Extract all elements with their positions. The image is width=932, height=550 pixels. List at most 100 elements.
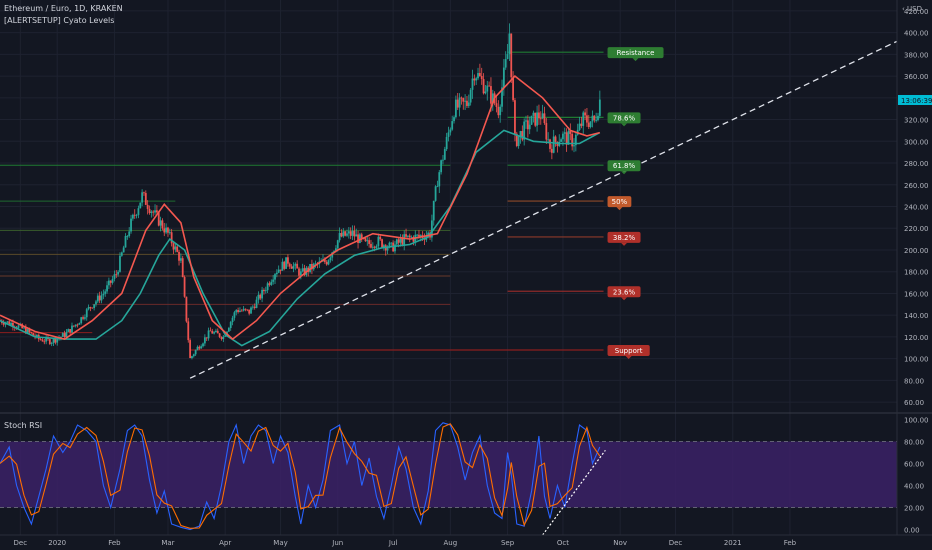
level-label-box <box>607 286 641 298</box>
candle-body <box>525 120 527 122</box>
candle-body <box>589 121 592 127</box>
candle-body <box>571 133 574 147</box>
last-price-time: 13:06:39 <box>901 97 932 105</box>
candle-body <box>562 133 564 140</box>
candle-body <box>412 237 415 242</box>
candle-body <box>126 236 129 237</box>
candle-body <box>257 294 260 300</box>
symbol-title: Ethereum / Euro, 1D, KRAKEN <box>4 4 123 13</box>
candle-body <box>371 246 374 248</box>
candle-body <box>139 202 142 209</box>
candle-body <box>532 112 535 116</box>
candle-body <box>213 332 215 334</box>
candle-body <box>111 278 114 283</box>
rsi-tick-label: 100.00 <box>904 417 929 425</box>
candle-body <box>74 324 77 327</box>
candle-body <box>96 295 99 302</box>
candle-body <box>595 120 598 121</box>
candle-body <box>309 263 311 273</box>
candle-body <box>530 115 533 125</box>
candle-body <box>440 160 443 173</box>
candle-body <box>120 252 123 256</box>
candle-body <box>323 259 326 262</box>
price-tick-label: 220.00 <box>904 225 929 233</box>
candle-body <box>192 354 195 357</box>
candle-body <box>131 214 134 219</box>
candle-body <box>263 289 265 292</box>
price-tick-label: 280.00 <box>904 160 929 168</box>
candle-body <box>98 295 101 301</box>
candle-body <box>586 115 588 123</box>
time-tick-label: Apr <box>219 539 231 547</box>
candle-body <box>290 266 293 269</box>
candle-body <box>541 113 544 119</box>
candle-body <box>130 218 132 232</box>
candle-body <box>168 232 171 234</box>
time-tick-label: Sep <box>501 539 515 547</box>
candle-body <box>591 115 594 122</box>
candle-body <box>543 113 546 124</box>
time-tick-label: Jul <box>388 539 398 547</box>
candle-body <box>526 120 529 130</box>
ma-slow-line <box>0 129 601 347</box>
candle-body <box>536 112 538 126</box>
candle-body <box>287 257 289 264</box>
candle-body <box>395 239 398 245</box>
candle-body <box>438 172 441 187</box>
time-tick-label: Feb <box>108 539 121 547</box>
candle-body <box>386 247 389 251</box>
candle-body <box>373 246 376 248</box>
stoch-rsi-pane <box>0 422 897 536</box>
candle-body <box>406 235 409 237</box>
candle-body <box>8 321 11 325</box>
candle-body <box>355 234 358 237</box>
price-tick-label: 200.00 <box>904 247 929 255</box>
candle-body <box>303 268 306 275</box>
candle-body <box>56 338 59 343</box>
candle-body <box>170 232 173 244</box>
candle-body <box>460 97 463 99</box>
level-label-text: 61.8% <box>613 162 636 170</box>
candle-body <box>165 227 168 233</box>
candle-body <box>122 247 125 253</box>
candle-body <box>85 309 88 318</box>
candle-body <box>215 330 217 333</box>
price-tick-label: 160.00 <box>904 290 929 298</box>
candle-body <box>133 214 136 216</box>
time-tick-label: 2020 <box>48 539 66 547</box>
candle-body <box>528 124 531 130</box>
time-tick-label: Jun <box>331 539 343 547</box>
candle-body <box>277 269 280 273</box>
candle-body <box>78 323 81 325</box>
level-label-box <box>607 344 650 356</box>
candle-body <box>458 97 461 108</box>
time-tick-label: May <box>273 539 287 547</box>
candle-body <box>93 304 96 309</box>
candle-body <box>157 212 160 226</box>
candle-body <box>538 112 540 119</box>
candle-body <box>471 78 474 90</box>
candle-body <box>351 230 354 236</box>
candle-body <box>207 330 210 339</box>
candle-body <box>48 339 51 344</box>
candle-body <box>26 329 29 334</box>
rsi-d-line <box>0 423 601 529</box>
rsi-tick-label: 20.00 <box>904 505 924 513</box>
candle-body <box>227 328 230 332</box>
candle-body <box>598 99 601 116</box>
candle-body <box>279 269 282 271</box>
candle-body <box>87 307 90 310</box>
candle-body <box>137 208 140 215</box>
time-tick-label: Aug <box>444 539 458 547</box>
candle-body <box>514 100 516 134</box>
rsi-tick-label: 60.00 <box>904 461 924 469</box>
candle-body <box>231 317 234 323</box>
candle-body <box>69 329 72 333</box>
candle-body <box>419 235 422 237</box>
candle-body <box>314 263 317 265</box>
candle-body <box>205 337 208 339</box>
candle-body <box>331 252 334 258</box>
candle-body <box>143 192 145 194</box>
candle-body <box>61 333 64 337</box>
